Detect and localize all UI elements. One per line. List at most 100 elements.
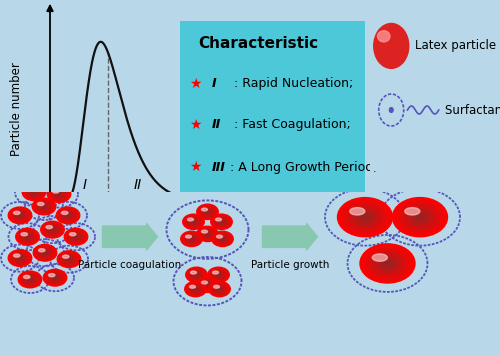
Circle shape bbox=[18, 271, 42, 288]
Circle shape bbox=[392, 198, 448, 237]
Circle shape bbox=[64, 212, 72, 219]
Text: Particle growth: Particle growth bbox=[251, 260, 329, 270]
Circle shape bbox=[21, 273, 39, 286]
Circle shape bbox=[44, 270, 66, 285]
Circle shape bbox=[12, 253, 28, 263]
Circle shape bbox=[344, 203, 386, 232]
Circle shape bbox=[40, 203, 48, 210]
Circle shape bbox=[218, 236, 226, 242]
Circle shape bbox=[216, 286, 224, 292]
Circle shape bbox=[214, 285, 225, 293]
Circle shape bbox=[212, 283, 228, 295]
Circle shape bbox=[194, 288, 197, 290]
Circle shape bbox=[204, 282, 212, 288]
Circle shape bbox=[45, 224, 60, 235]
Circle shape bbox=[12, 210, 28, 221]
Circle shape bbox=[36, 201, 52, 212]
Ellipse shape bbox=[24, 275, 30, 278]
Circle shape bbox=[192, 286, 200, 292]
Circle shape bbox=[66, 214, 70, 216]
Circle shape bbox=[14, 254, 26, 262]
Circle shape bbox=[195, 274, 198, 276]
Circle shape bbox=[16, 212, 24, 219]
Circle shape bbox=[185, 234, 198, 244]
Circle shape bbox=[56, 207, 80, 224]
Circle shape bbox=[216, 234, 229, 244]
Ellipse shape bbox=[216, 235, 222, 238]
Circle shape bbox=[44, 252, 46, 254]
Circle shape bbox=[53, 190, 65, 198]
Ellipse shape bbox=[38, 248, 45, 252]
Circle shape bbox=[26, 276, 35, 283]
Circle shape bbox=[187, 268, 206, 282]
Circle shape bbox=[17, 256, 23, 260]
Circle shape bbox=[22, 184, 46, 201]
Circle shape bbox=[212, 231, 233, 246]
Text: III: III bbox=[232, 178, 244, 192]
Circle shape bbox=[34, 199, 54, 214]
Text: I: I bbox=[212, 77, 216, 90]
Circle shape bbox=[338, 198, 392, 237]
Circle shape bbox=[200, 228, 216, 240]
Circle shape bbox=[214, 272, 222, 278]
Circle shape bbox=[48, 226, 57, 233]
Circle shape bbox=[190, 238, 193, 240]
Ellipse shape bbox=[186, 235, 192, 238]
Circle shape bbox=[364, 246, 412, 281]
Circle shape bbox=[68, 231, 84, 242]
Circle shape bbox=[54, 277, 56, 279]
Circle shape bbox=[413, 212, 427, 222]
Circle shape bbox=[182, 232, 201, 246]
Circle shape bbox=[406, 207, 434, 227]
Circle shape bbox=[189, 284, 202, 294]
Ellipse shape bbox=[62, 211, 68, 214]
Circle shape bbox=[26, 187, 42, 198]
Circle shape bbox=[211, 214, 233, 229]
Ellipse shape bbox=[62, 255, 69, 258]
Circle shape bbox=[351, 207, 379, 227]
Circle shape bbox=[341, 200, 389, 234]
Circle shape bbox=[374, 23, 409, 68]
Circle shape bbox=[187, 217, 200, 226]
Circle shape bbox=[36, 246, 54, 259]
Circle shape bbox=[47, 185, 71, 202]
Ellipse shape bbox=[202, 230, 207, 233]
Circle shape bbox=[189, 237, 194, 241]
Circle shape bbox=[24, 275, 36, 284]
Circle shape bbox=[191, 271, 202, 279]
Circle shape bbox=[48, 272, 62, 283]
Circle shape bbox=[190, 285, 201, 293]
Circle shape bbox=[63, 255, 75, 263]
Text: ★: ★ bbox=[189, 77, 202, 91]
Text: Surfactant molecules: Surfactant molecules bbox=[445, 104, 500, 116]
Circle shape bbox=[204, 209, 212, 215]
Circle shape bbox=[52, 276, 58, 280]
Circle shape bbox=[184, 233, 200, 245]
Circle shape bbox=[66, 257, 72, 261]
Text: II: II bbox=[212, 118, 220, 131]
Circle shape bbox=[28, 188, 40, 197]
Circle shape bbox=[186, 282, 205, 296]
Circle shape bbox=[8, 207, 32, 224]
Ellipse shape bbox=[38, 202, 44, 205]
Circle shape bbox=[348, 205, 382, 229]
Circle shape bbox=[42, 251, 48, 255]
Circle shape bbox=[209, 268, 228, 282]
Circle shape bbox=[58, 208, 78, 223]
Circle shape bbox=[205, 283, 210, 287]
Ellipse shape bbox=[216, 218, 222, 221]
Ellipse shape bbox=[350, 208, 365, 215]
Circle shape bbox=[200, 206, 216, 218]
Text: Particle number: Particle number bbox=[10, 62, 24, 156]
Circle shape bbox=[217, 287, 222, 291]
Circle shape bbox=[215, 217, 228, 226]
Text: Monomer conversion: Monomer conversion bbox=[122, 234, 253, 247]
Circle shape bbox=[49, 273, 61, 282]
Circle shape bbox=[44, 269, 67, 286]
Circle shape bbox=[213, 284, 226, 294]
Circle shape bbox=[17, 229, 38, 244]
Circle shape bbox=[20, 231, 35, 242]
Circle shape bbox=[380, 258, 394, 268]
Circle shape bbox=[57, 251, 81, 267]
Circle shape bbox=[220, 237, 225, 241]
